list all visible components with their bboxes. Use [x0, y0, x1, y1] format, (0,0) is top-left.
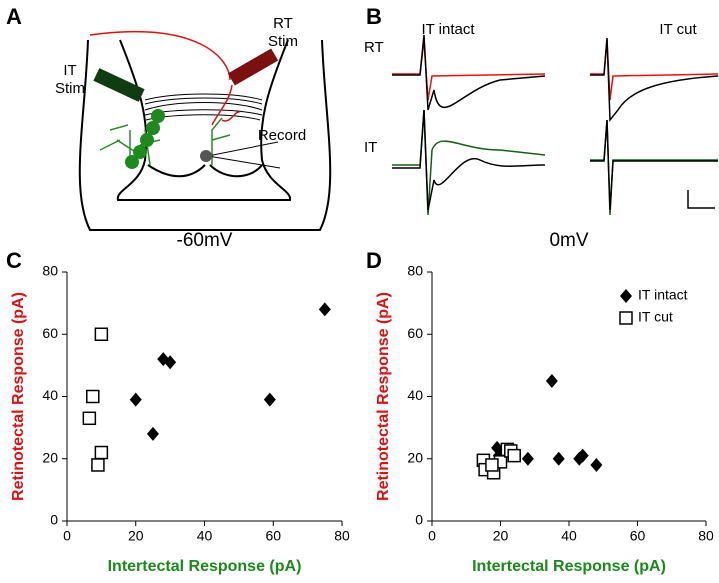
- panel-label: A: [6, 4, 22, 29]
- label: Stim: [268, 33, 298, 50]
- x-tick-label: 0: [63, 528, 71, 544]
- x-tick-label: 60: [265, 528, 281, 544]
- y-tick-label: 0: [50, 512, 58, 528]
- point: [82, 411, 97, 426]
- x-tick-label: 80: [698, 528, 714, 544]
- point: [129, 392, 142, 407]
- column-title: IT cut: [659, 21, 697, 38]
- tectum-diagram: [78, 30, 332, 231]
- y-tick-label: 60: [42, 325, 58, 341]
- point: [545, 373, 558, 388]
- y-tick-label: 40: [407, 387, 423, 403]
- cell-bodies: [125, 109, 165, 169]
- panel-label: B: [366, 4, 382, 29]
- rt-electrode: [227, 48, 279, 86]
- x-tick-label: 40: [197, 528, 213, 544]
- y-axis-label: Retinotectal Response (pA): [10, 292, 27, 501]
- label: Record: [258, 127, 306, 144]
- column-title: IT intact: [421, 21, 475, 38]
- it-electrode: [93, 68, 145, 102]
- point: [86, 389, 100, 404]
- row-label: IT: [364, 139, 377, 156]
- traces: [392, 34, 719, 216]
- legend-label: IT cut: [638, 309, 673, 325]
- x-tick-label: 40: [561, 528, 577, 544]
- point: [521, 451, 534, 466]
- point: [94, 327, 109, 341]
- row-label: RT: [364, 39, 384, 56]
- panel-label: D: [366, 248, 382, 273]
- y-tick-label: 20: [407, 449, 423, 465]
- point: [263, 392, 276, 407]
- y-axis-label: Retinotectal Response (pA): [375, 292, 392, 501]
- x-tick-label: 80: [334, 528, 350, 544]
- label: RT: [273, 15, 293, 32]
- label: IT: [63, 62, 76, 79]
- y-tick-label: 0: [415, 512, 423, 528]
- legend-marker: [620, 289, 632, 303]
- recorded-cell: [200, 150, 212, 162]
- point: [164, 355, 177, 370]
- label: Stim: [55, 80, 85, 97]
- point: [91, 458, 105, 472]
- chart-title: 0mV: [549, 230, 588, 251]
- x-tick-label: 20: [128, 528, 144, 544]
- legend-label: IT intact: [638, 287, 688, 303]
- x-axis-label: Intertectal Response (pA): [472, 558, 666, 575]
- y-tick-label: 80: [407, 263, 423, 279]
- point: [146, 426, 159, 441]
- point: [552, 451, 565, 466]
- y-tick-label: 40: [42, 387, 58, 403]
- point: [590, 457, 603, 472]
- y-tick-label: 80: [42, 263, 58, 279]
- point: [485, 458, 499, 472]
- x-tick-label: 20: [493, 528, 509, 544]
- point: [507, 448, 521, 463]
- chart-title: -60mV: [177, 230, 233, 251]
- x-tick-label: 60: [630, 528, 646, 544]
- panel-label: C: [6, 248, 22, 273]
- legend-marker: [619, 311, 633, 325]
- point: [576, 448, 589, 463]
- x-axis-label: Intertectal Response (pA): [108, 558, 302, 575]
- point: [318, 302, 331, 317]
- x-tick-label: 0: [428, 528, 436, 544]
- y-tick-label: 20: [42, 449, 58, 465]
- point: [94, 445, 109, 460]
- y-tick-label: 60: [407, 325, 423, 341]
